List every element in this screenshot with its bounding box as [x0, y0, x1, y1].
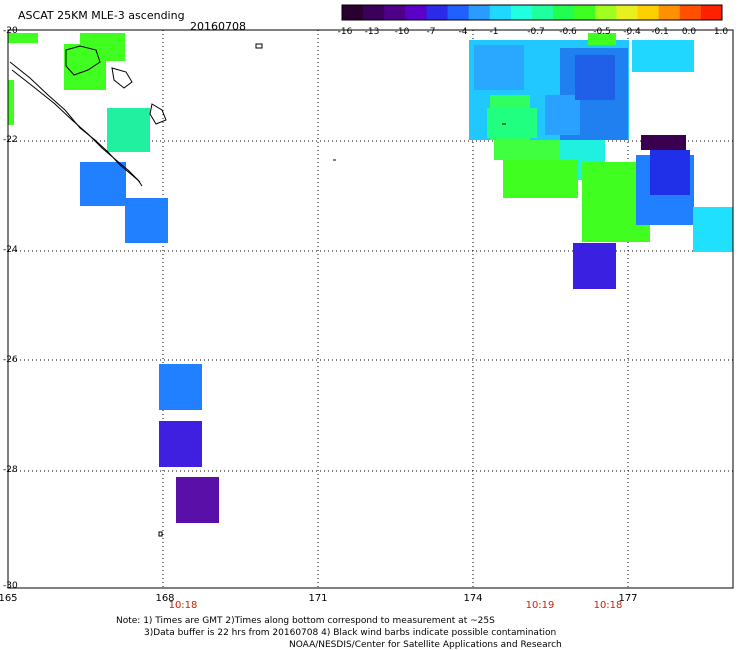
colorbar-label: -1: [489, 27, 499, 37]
wind-cell: [107, 108, 150, 152]
wind-cell: [8, 80, 14, 125]
colorbar-swatch: [468, 5, 491, 20]
wind-cell: [588, 33, 616, 45]
colorbar-label: -0.1: [651, 27, 669, 37]
note-line-2: 3)Data buffer is 22 hrs from 20160708 4)…: [144, 628, 557, 638]
colorbar: [341, 4, 723, 21]
wind-cell: [575, 55, 615, 100]
lat-label: -22: [3, 135, 18, 145]
colorbar-label: -10: [394, 27, 410, 37]
colorbar-label: -0.6: [559, 27, 577, 37]
lat-label: -20: [3, 26, 18, 36]
colorbar-swatch: [510, 5, 533, 20]
lon-label: 174: [463, 593, 483, 604]
colorbar-label: 0.0: [681, 27, 697, 37]
wind-cell: [573, 243, 616, 289]
colorbar-label: -13: [364, 27, 380, 37]
colorbar-label: -0.5: [593, 27, 611, 37]
time-label: 10:18: [168, 600, 198, 611]
colorbar-swatch: [637, 5, 660, 20]
lat-label: -30: [3, 581, 18, 591]
map-frame: [7, 29, 734, 589]
lon-label: 177: [618, 593, 638, 604]
wind-cell: [503, 160, 578, 198]
lon-label: 171: [308, 593, 328, 604]
right-swath: [469, 33, 733, 289]
note-line-3: NOAA/NESDIS/Center for Satellite Applica…: [289, 640, 562, 650]
colorbar-label: 1.0: [713, 27, 729, 37]
colorbar-swatch: [679, 5, 702, 20]
lat-label: -26: [3, 355, 18, 365]
colorbar-swatch: [426, 5, 449, 20]
wind-cell: [80, 162, 126, 206]
coastline: [9, 43, 506, 537]
wind-cell: [125, 198, 168, 243]
colorbar-swatch: [574, 5, 596, 20]
colorbar-swatch: [363, 5, 385, 20]
map-title: ASCAT 25KM MLE-3 ascending: [18, 9, 185, 22]
wind-cell: [64, 44, 106, 90]
time-label: 10:19: [525, 600, 555, 611]
colorbar-swatch: [616, 5, 639, 20]
lat-label: -28: [3, 465, 18, 475]
wind-cell: [641, 135, 686, 150]
wind-cell: [474, 45, 524, 90]
colorbar-swatch: [532, 5, 554, 20]
wind-cell: [632, 40, 694, 72]
colorbar-swatch: [405, 5, 427, 20]
colorbar-swatch: [700, 5, 723, 20]
colorbar-label: -4: [458, 27, 468, 37]
wind-cell: [487, 108, 537, 138]
colorbar-swatch: [447, 5, 470, 20]
colorbar-swatch: [595, 5, 617, 20]
colorbar-label: -0.4: [623, 27, 641, 37]
colorbar-swatch: [658, 5, 681, 20]
colorbar-swatch: [489, 5, 512, 20]
wind-cell: [176, 477, 219, 523]
colorbar-swatch: [342, 5, 364, 20]
wind-cell: [650, 150, 690, 195]
wind-cell: [693, 207, 733, 252]
colorbar-label: -0.7: [527, 27, 545, 37]
left-swath: [8, 33, 219, 523]
lon-label: 165: [0, 593, 18, 604]
lon-label: 168: [155, 593, 175, 604]
wind-cell: [8, 33, 38, 43]
note-line-1: Note: 1) Times are GMT 2)Times along bot…: [116, 616, 495, 626]
wind-cell: [159, 364, 202, 410]
colorbar-swatch: [384, 5, 406, 20]
lat-label: -24: [3, 245, 18, 255]
colorbar-frame: [341, 4, 723, 21]
colorbar-swatch: [553, 5, 575, 20]
colorbar-label: -7: [426, 27, 436, 37]
time-label: 10:18: [593, 600, 623, 611]
colorbar-label: -16: [337, 27, 353, 37]
wind-cell: [159, 421, 202, 467]
wind-cell: [545, 95, 580, 135]
